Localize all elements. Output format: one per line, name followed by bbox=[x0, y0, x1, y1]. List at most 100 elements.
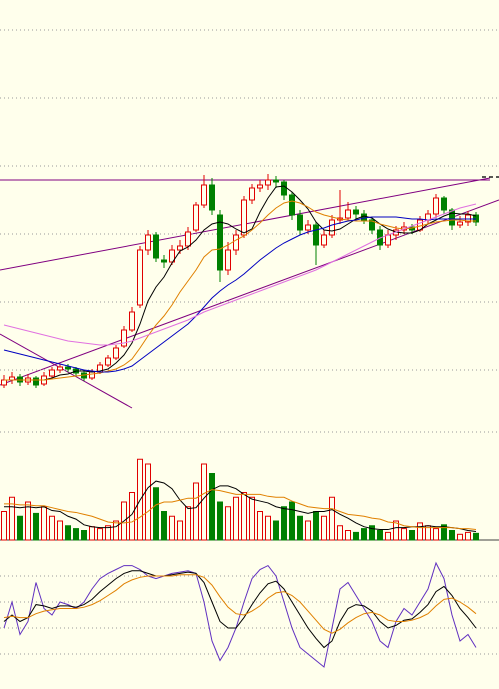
indicator-line bbox=[3, 570, 477, 649]
candle-body bbox=[353, 209, 359, 215]
candle-body bbox=[281, 181, 287, 196]
candle-body bbox=[137, 249, 143, 306]
volume-bar bbox=[209, 473, 215, 541]
volume-bar bbox=[41, 506, 47, 541]
volume-bar bbox=[153, 487, 159, 541]
volume-bar bbox=[313, 511, 319, 541]
candle-body bbox=[201, 184, 207, 206]
volume-bar bbox=[377, 530, 383, 541]
volume-bar bbox=[409, 530, 415, 541]
candle-body bbox=[161, 259, 167, 263]
candle-body bbox=[297, 214, 303, 231]
volume-bar bbox=[329, 496, 335, 541]
candle-body bbox=[441, 197, 447, 211]
volume-bar bbox=[441, 524, 447, 541]
volume-bar bbox=[433, 528, 439, 541]
volume-bar bbox=[113, 520, 119, 541]
volume-bar bbox=[73, 528, 79, 541]
trend-line bbox=[0, 199, 499, 386]
volume-bar bbox=[473, 532, 479, 541]
candle-body bbox=[33, 377, 39, 386]
volume-bar bbox=[289, 501, 295, 541]
volume-bar bbox=[417, 522, 423, 541]
candle-body bbox=[153, 234, 159, 259]
volume-bar bbox=[465, 531, 471, 541]
volume-bar bbox=[177, 520, 183, 541]
volume-bar bbox=[337, 525, 343, 541]
candle-body bbox=[185, 231, 191, 247]
candle-body bbox=[193, 204, 199, 231]
candle-body bbox=[129, 311, 135, 331]
candle-body bbox=[305, 224, 311, 231]
volume-bar bbox=[105, 525, 111, 541]
volume-bar bbox=[281, 506, 287, 541]
volume-bar bbox=[353, 531, 359, 541]
volume-bar bbox=[297, 515, 303, 541]
candle-body bbox=[1, 379, 7, 386]
volume-bar bbox=[401, 528, 407, 541]
candle-body bbox=[385, 234, 391, 246]
candle-body bbox=[105, 357, 111, 366]
volume-bar bbox=[49, 515, 55, 541]
candle-body bbox=[113, 347, 119, 359]
candle-body bbox=[65, 366, 71, 370]
candle-body bbox=[225, 249, 231, 271]
volume-bar bbox=[257, 511, 263, 541]
candle-body bbox=[49, 369, 55, 377]
candle-body bbox=[177, 245, 183, 251]
volume-bar bbox=[449, 530, 455, 541]
candle-body bbox=[169, 249, 175, 263]
volume-bar bbox=[249, 496, 255, 541]
indicator-line bbox=[3, 203, 477, 346]
volume-bar bbox=[193, 482, 199, 541]
volume-bar bbox=[393, 520, 399, 541]
candle-body bbox=[273, 179, 279, 183]
volume-bar bbox=[361, 528, 367, 541]
indicator-line bbox=[3, 216, 476, 373]
volume-bar bbox=[169, 515, 175, 541]
volume-bar bbox=[161, 511, 167, 541]
indicator-line bbox=[4, 185, 477, 381]
candle-body bbox=[329, 219, 335, 236]
candle-body bbox=[145, 234, 151, 251]
volume-bar bbox=[1, 511, 7, 541]
candle-body bbox=[257, 184, 263, 189]
volume-bar bbox=[145, 463, 151, 541]
candle-body bbox=[433, 197, 439, 215]
candle-body bbox=[121, 329, 127, 347]
volume-bar bbox=[17, 515, 23, 541]
volume-bar bbox=[57, 520, 63, 541]
candle-body bbox=[345, 209, 351, 219]
volume-bar bbox=[241, 492, 247, 541]
volume-bar bbox=[9, 496, 15, 541]
candle-body bbox=[313, 224, 319, 246]
volume-bar bbox=[457, 533, 463, 541]
candle-body bbox=[249, 187, 255, 201]
volume-bar bbox=[385, 531, 391, 541]
candle-body bbox=[321, 234, 327, 246]
volume-bar bbox=[233, 496, 239, 541]
volume-bar bbox=[265, 515, 271, 541]
volume-bar bbox=[65, 525, 71, 541]
candle-body bbox=[265, 179, 271, 186]
volume-bar bbox=[81, 530, 87, 541]
volume-bar bbox=[217, 501, 223, 541]
volume-bar bbox=[185, 506, 191, 541]
volume-bar bbox=[201, 463, 207, 541]
candle-body bbox=[289, 194, 295, 216]
volume-bar bbox=[89, 526, 95, 541]
trend-line bbox=[0, 333, 133, 409]
candle-body bbox=[233, 234, 239, 251]
candle-body bbox=[449, 209, 455, 226]
candle-body bbox=[457, 221, 463, 226]
indicator-line bbox=[3, 561, 477, 668]
indicator-line bbox=[4, 200, 476, 381]
volume-bar bbox=[369, 525, 375, 541]
indicator-line bbox=[4, 480, 477, 532]
volume-bar bbox=[97, 528, 103, 541]
candle-body bbox=[241, 199, 247, 236]
candle-body bbox=[369, 219, 375, 231]
